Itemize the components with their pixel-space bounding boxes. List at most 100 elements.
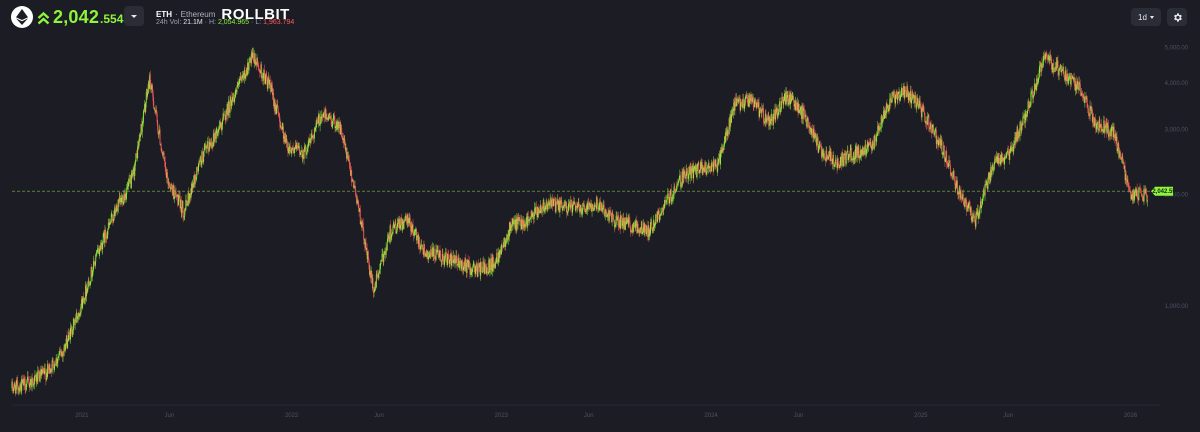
candle (421, 239, 423, 251)
candle (512, 216, 514, 227)
candle (379, 263, 381, 275)
y-tick-label: 4,000.00 (1165, 81, 1189, 87)
candle (1145, 187, 1147, 197)
candle (604, 208, 606, 221)
candle (1113, 123, 1115, 139)
candle (1047, 53, 1049, 61)
candle (62, 350, 63, 362)
candle (892, 91, 894, 96)
candle (235, 87, 237, 97)
candle (157, 125, 159, 138)
candle (673, 182, 675, 199)
candle (269, 75, 271, 92)
price-decimals: .554 (100, 12, 124, 26)
candle (49, 368, 51, 374)
candle (90, 280, 92, 286)
candle (930, 119, 932, 133)
candle (942, 151, 944, 159)
candle (965, 197, 967, 203)
ticker-name: Ethereum (180, 10, 216, 19)
candle (25, 383, 27, 392)
candle (391, 229, 393, 240)
candle (44, 363, 46, 372)
candle (344, 135, 346, 149)
candle (1072, 73, 1074, 84)
candle (771, 109, 773, 126)
candle (382, 248, 384, 257)
candle (862, 146, 864, 157)
candle (1085, 96, 1086, 101)
candle (194, 174, 196, 188)
candle (38, 369, 40, 379)
candle (164, 156, 166, 172)
candle (255, 59, 257, 67)
candle (1089, 114, 1090, 120)
candle (830, 147, 832, 161)
candle (37, 366, 39, 372)
candle (731, 110, 732, 124)
candle (905, 86, 907, 98)
candle (1006, 147, 1008, 154)
candle (341, 127, 343, 138)
candle (1004, 155, 1006, 160)
candle (475, 265, 477, 277)
candle (693, 162, 695, 184)
candle (901, 87, 903, 96)
candle (563, 201, 565, 209)
candle (516, 213, 518, 233)
candle (406, 216, 408, 226)
candle (588, 197, 590, 212)
candle (1018, 128, 1020, 142)
candle (753, 105, 755, 112)
candle (594, 203, 596, 207)
candle (244, 64, 246, 79)
candle (239, 75, 241, 87)
candle (937, 134, 939, 151)
candle (628, 213, 630, 228)
candle (75, 314, 77, 322)
candle (871, 143, 873, 154)
candle (1050, 49, 1051, 60)
candle (459, 257, 461, 271)
candle (734, 96, 736, 116)
candle (202, 147, 203, 163)
candle (802, 103, 804, 124)
interval-label: 1d (1138, 12, 1147, 22)
market-dropdown-button[interactable] (124, 6, 144, 26)
candle (493, 262, 495, 273)
candle (298, 142, 300, 149)
candle (1110, 125, 1112, 140)
candle (389, 223, 391, 245)
candle (363, 238, 365, 245)
candle (84, 281, 86, 305)
candle (490, 253, 491, 274)
candle (1145, 185, 1147, 195)
ethereum-icon[interactable] (11, 6, 33, 28)
candle (962, 189, 964, 205)
candle (895, 93, 897, 107)
candle (373, 287, 375, 297)
candle (1142, 194, 1144, 201)
candle (1134, 186, 1136, 193)
candle (849, 144, 851, 162)
candle (19, 382, 20, 394)
candle (888, 104, 890, 113)
interval-selector[interactable]: 1d (1131, 8, 1161, 26)
candle (916, 102, 918, 113)
candle (635, 218, 637, 231)
candle (750, 91, 752, 105)
candle (943, 141, 945, 156)
candle (719, 151, 721, 165)
candle (917, 97, 919, 106)
candle (276, 100, 278, 108)
candle (682, 169, 684, 187)
settings-button[interactable] (1167, 8, 1187, 26)
candle (381, 248, 383, 263)
candle (1116, 131, 1118, 154)
candle (106, 232, 108, 244)
candle (498, 247, 499, 267)
candle (712, 160, 713, 168)
candle (1009, 148, 1011, 165)
candle (456, 250, 458, 263)
